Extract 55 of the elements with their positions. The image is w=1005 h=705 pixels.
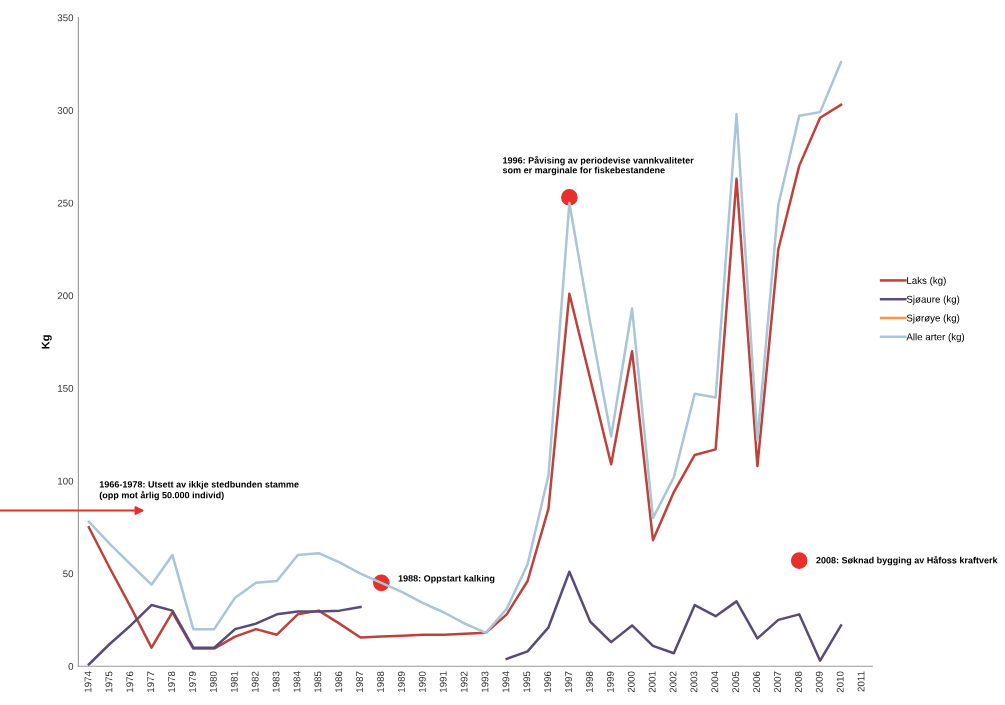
y-tick-label: 250 [57,199,74,207]
x-tick-label: 1979 [189,671,196,692]
x-tick-label: 2001 [648,671,656,693]
x-tick-label: 2002 [669,671,677,693]
x-tick-label: 1980 [209,671,217,692]
x-tick-label: 1987 [356,671,364,692]
y-tick-label: 300 [57,107,74,114]
x-tick-label: 2011 [857,671,865,692]
x-tick-label: 1994 [502,671,510,692]
x-tick-label: 1983 [272,671,280,692]
annotation: 2008: Søknad bygging av Håfoss kraftverk [816,555,998,566]
x-tick-label: 2004 [711,671,719,693]
x-tick-label: 1997 [565,671,572,692]
x-tick-label: 2009 [815,671,823,693]
x-tick-label: 2000 [627,671,635,693]
x-tick-label: 2003 [690,671,698,693]
x-tick-label: 1977 [147,671,155,692]
x-tick-label: 2006 [753,671,761,693]
x-tick-label: 1991 [439,671,447,692]
x-tick-label: 1974 [84,671,92,692]
legend-label: Alle arter (kg) [906,333,965,343]
x-tick-label: 2005 [732,671,740,693]
y-tick-label: 200 [57,292,74,300]
x-tick-label: 1989 [397,671,405,692]
y-tick-label: 50 [63,570,74,578]
x-tick-label: 1988 [377,671,384,692]
x-tick-label: 2007 [774,671,781,693]
legend-label: Sjørøye (kg) [906,314,960,324]
annotation: 1966-1978: Utsett av ikkje stedbunden stamme (opp mot årlig 50.000 individ) [99,480,299,501]
x-tick-label: 1986 [335,671,343,692]
x-tick-label: 2010 [836,671,844,693]
x-tick-label: 1982 [251,671,259,692]
y-tick-label: 100 [58,477,74,485]
x-tick-label: 1992 [460,671,468,692]
legend-label: Sjøaure (kg) [906,295,960,305]
y-axis-title: Kg [41,335,52,349]
x-tick-label: 1998 [586,671,593,692]
x-tick-label: 1990 [418,671,426,692]
annotation: 1988: Oppstart kalking [398,574,495,584]
y-tick-label: 350 [57,14,74,22]
annotation: 1996: Påvising av periodevise vannkvaliteter som er marginale for fiskebestandene [502,156,694,176]
x-tick-label: 1996 [544,671,552,692]
x-tick-label: 1985 [314,671,322,692]
x-tick-label: 1999 [606,671,614,692]
x-tick-label: 1978 [168,671,176,692]
x-tick-label: 1976 [126,671,134,692]
x-tick-label: 1995 [523,671,531,692]
x-tick-label: 1993 [481,671,489,692]
y-tick-label: 150 [58,384,74,392]
x-tick-label: 2008 [794,671,802,693]
x-tick-label: 1984 [293,671,301,692]
x-tick-label: 1975 [105,671,113,692]
x-tick-label: 1981 [230,671,238,692]
legend-label: Laks (kg) [907,276,946,286]
y-tick-label: 0 [68,662,74,670]
